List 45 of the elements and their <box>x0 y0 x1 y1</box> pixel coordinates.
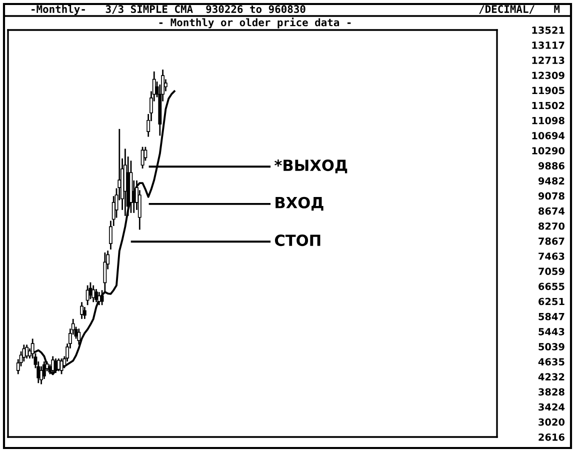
y-tick-label: 12713 <box>532 56 564 64</box>
ref-line-label: СТОП <box>274 234 320 246</box>
y-tick-label: 6251 <box>538 298 564 306</box>
candlestick <box>94 288 98 303</box>
candlestick <box>97 291 101 306</box>
y-tick-label: 11905 <box>532 86 564 94</box>
y-tick-label: 7059 <box>538 268 564 276</box>
y-tick-label: 12309 <box>532 72 564 80</box>
candlestick <box>40 366 43 385</box>
ref-line-label: ВХОД <box>276 196 324 211</box>
candlestick <box>92 284 96 303</box>
y-tick-label: 11502 <box>532 102 564 110</box>
y-tick-label: 5443 <box>538 328 564 336</box>
candlestick <box>80 301 84 320</box>
ref-line-label: *ВЫХОД <box>274 160 348 174</box>
y-tick-label: 9886 <box>538 162 564 170</box>
y-tick-label: 8270 <box>538 222 565 230</box>
candlestick <box>22 344 26 362</box>
y-tick-label: 5847 <box>538 312 564 320</box>
y-tick-label: 13117 <box>532 42 564 49</box>
y-tick-label: 7463 <box>538 252 564 260</box>
candlestick <box>82 306 86 320</box>
text: M <box>554 5 560 13</box>
y-tick-label: 3424 <box>538 403 565 411</box>
y-tick-label: 7867 <box>538 238 564 245</box>
y-tick-label: 3020 <box>538 418 565 426</box>
y-tick-label: 4232 <box>538 373 564 381</box>
candlestick <box>164 78 168 92</box>
y-tick-label: 9482 <box>538 177 564 185</box>
text: /DECIMAL/ <box>479 5 534 14</box>
chart-title: -Monthly- 3/3 SIMPLE CMA 930226 to 960830 <box>32 4 306 16</box>
y-tick-label: 2616 <box>538 433 564 441</box>
y-tick-label: 10290 <box>532 147 565 154</box>
chart-subtitle: - Monthly or older price data - <box>159 18 351 28</box>
candlestick <box>77 328 81 346</box>
y-tick-label: 6655 <box>538 282 564 290</box>
y-tick-label: 11098 <box>532 116 564 124</box>
y-tick-label: 10694 <box>532 132 565 140</box>
y-tick-label: 3828 <box>538 388 564 396</box>
y-tick-label: 13521 <box>532 26 564 34</box>
y-tick-label: 9078 <box>538 192 564 200</box>
y-tick-label: 8674 <box>538 207 565 215</box>
y-tick-label: 4635 <box>538 358 564 366</box>
candlestick <box>25 344 29 360</box>
y-tick-label: 5039 <box>538 343 564 350</box>
